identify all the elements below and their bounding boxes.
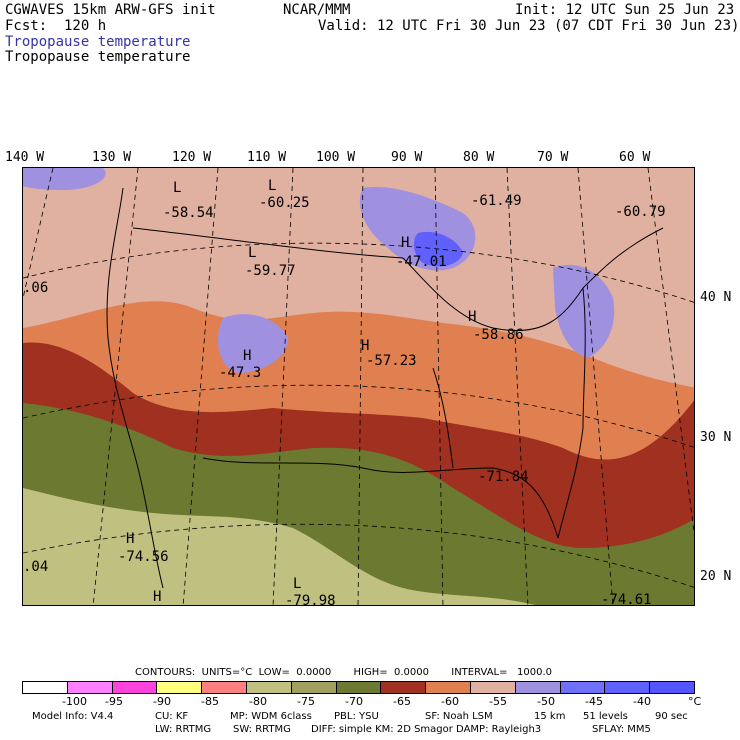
lon-label-110w: 110 W [247, 150, 287, 165]
resolution: 15 km [534, 711, 566, 722]
legend-swatch [605, 682, 651, 693]
model-info: Model Info: V4.4 [32, 711, 114, 722]
lon-label-100w: 100 W [316, 150, 356, 165]
sflay-scheme: SFLAY: MM5 [592, 724, 651, 735]
value-label: -60.79 [615, 204, 666, 220]
valid-time: Valid: 12 UTC Fri 30 Jun 23 (07 CDT Fri … [318, 18, 740, 34]
legend-unit: °C [688, 695, 702, 708]
legend-tick: -55 [489, 695, 507, 708]
low-marker: L [293, 576, 302, 592]
legend-tick: -75 [297, 695, 315, 708]
low-marker: L [248, 245, 257, 261]
center-name: NCAR/MMM [283, 2, 351, 18]
color-legend [22, 681, 695, 694]
high-marker: H [153, 589, 162, 605]
legend-swatch [291, 682, 337, 693]
legend-swatch [650, 682, 694, 693]
lat-label-30n: 30 N [700, 430, 732, 445]
lat-label-40n: 40 N [700, 290, 732, 305]
high-marker: H [401, 235, 410, 251]
legend-swatch [23, 682, 68, 693]
field-title-colored: Tropopause temperature [5, 34, 191, 50]
legend-tick: -80 [249, 695, 267, 708]
legend-swatch [560, 682, 606, 693]
lon-label-80w: 80 W [463, 150, 495, 165]
value-label: -79.98 [285, 593, 336, 606]
value-label: -74.61 [601, 592, 652, 606]
field-patch-50-west [218, 314, 288, 373]
field-patch-50-nw [23, 168, 106, 190]
value-label: -58.54 [163, 205, 214, 221]
legend-swatch [157, 682, 203, 693]
lon-label-90w: 90 W [391, 150, 423, 165]
model-title: CGWAVES 15km ARW-GFS init [5, 2, 216, 18]
levels: 51 levels [583, 711, 628, 722]
field-title: Tropopause temperature [5, 49, 191, 65]
high-marker: H [243, 348, 252, 364]
field-patch-50-east [553, 264, 615, 358]
low-marker: L [173, 180, 182, 196]
sf-scheme: SF: Noah LSM [425, 711, 493, 722]
graticule [23, 168, 694, 605]
legend-tick: -50 [537, 695, 555, 708]
legend-tick: -65 [393, 695, 411, 708]
legend-swatch [336, 682, 382, 693]
legend-swatch [470, 682, 516, 693]
cu-scheme: CU: KF [155, 711, 189, 722]
legend-tick: -100 [62, 695, 87, 708]
lon-label-70w: 70 W [537, 150, 569, 165]
legend-tick: -95 [105, 695, 123, 708]
legend-tick: -60 [441, 695, 459, 708]
value-label: -47.01 [396, 254, 447, 270]
init-time: Init: 12 UTC Sun 25 Jun 23 [515, 2, 735, 18]
legend-swatch [67, 682, 113, 693]
legend-tick: -70 [345, 695, 363, 708]
legend-swatch [426, 682, 471, 693]
lon-label-140w: 140 W [5, 150, 45, 165]
legend-tick: -40 [633, 695, 651, 708]
tropopause-temperature-map: L -58.54 L -60.25 L -59.77 H -47.01 -61.… [22, 167, 695, 606]
legend-tick: -85 [201, 695, 219, 708]
value-label: -57.23 [366, 353, 417, 369]
legend-swatch [381, 682, 427, 693]
mp-scheme: MP: WDM 6class [230, 711, 312, 722]
value-label: .06 [23, 280, 49, 296]
forecast-hour: Fcst: 120 h [5, 18, 107, 34]
value-label: -74.56 [118, 549, 169, 565]
legend-swatch [112, 682, 158, 693]
value-label: -60.25 [259, 195, 310, 211]
lat-label-20n: 20 N [700, 569, 732, 584]
coastlines [106, 187, 664, 589]
value-label: -59.77 [245, 263, 296, 279]
high-marker: H [126, 531, 135, 547]
legend-swatch [246, 682, 292, 693]
lon-label-120w: 120 W [172, 150, 212, 165]
timestep: 90 sec [655, 711, 688, 722]
high-marker: H [468, 309, 477, 325]
value-label: -61.49 [471, 193, 522, 209]
lon-label-130w: 130 W [92, 150, 132, 165]
field-band-75 [23, 488, 536, 605]
legend-tick: -90 [153, 695, 171, 708]
lw-scheme: LW: RRTMG [155, 724, 212, 735]
diff-damp-info: DIFF: simple KM: 2D Smagor DAMP: Rayleig… [311, 724, 542, 735]
pbl-scheme: PBL: YSU [334, 711, 379, 722]
value-label: .04 [23, 559, 49, 575]
high-marker: H [361, 338, 370, 354]
value-label: -58.86 [473, 327, 524, 343]
low-marker: L [268, 178, 277, 194]
value-label: -71.84 [478, 469, 529, 485]
legend-swatch [515, 682, 561, 693]
legend-swatch [202, 682, 247, 693]
map-canvas [23, 168, 694, 605]
legend-tick: -45 [585, 695, 603, 708]
contours-info: CONTOURS: UNITS=°C LOW= 0.0000 HIGH= 0.0… [135, 667, 553, 678]
value-label: -47.3 [219, 365, 262, 381]
lon-label-60w: 60 W [619, 150, 651, 165]
sw-scheme: SW: RRTMG [233, 724, 291, 735]
